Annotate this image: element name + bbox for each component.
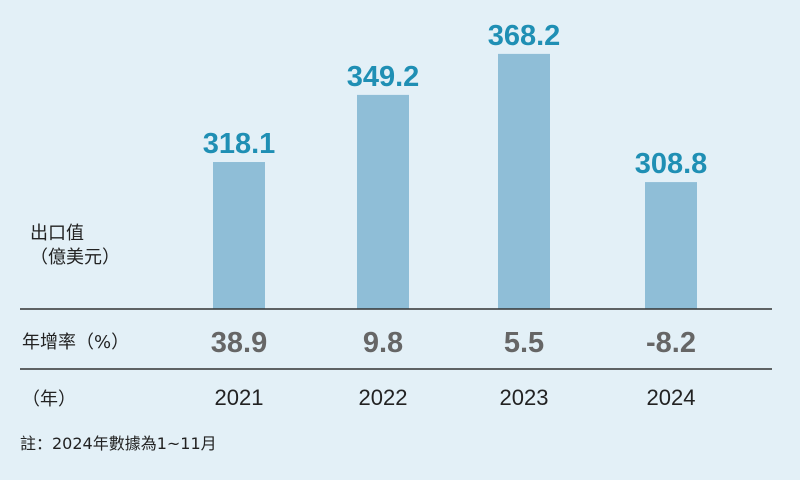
growth-values-group: 38.9 9.8 5.5 -8.2 [211, 327, 696, 359]
growth-rate-2022: 9.8 [363, 327, 403, 359]
y-axis-label-line1: 出口值 [30, 223, 84, 244]
value-labels-group: 318.1 349.2 368.2 308.8 [203, 20, 708, 180]
growth-rate-2024: -8.2 [646, 327, 696, 359]
growth-rate-row-label: 年增率（%） [22, 332, 130, 353]
year-labels-group: 2021 2022 2023 2024 [215, 385, 696, 410]
year-label-2021: 2021 [215, 385, 264, 410]
bar-2021 [213, 162, 265, 309]
value-label-2024: 308.8 [635, 148, 708, 180]
growth-rate-2021: 38.9 [211, 327, 267, 359]
value-label-2021: 318.1 [203, 128, 276, 160]
year-label-2022: 2022 [359, 385, 408, 410]
year-label-2024: 2024 [647, 385, 696, 410]
value-label-2022: 349.2 [347, 61, 420, 93]
bar-2022 [357, 94, 409, 309]
y-axis-label: 出口值 （億美元） [30, 222, 120, 270]
year-label-2023: 2023 [500, 385, 549, 410]
bar-2023 [498, 53, 550, 310]
year-row-label: （年） [22, 389, 76, 410]
growth-rate-2023: 5.5 [504, 327, 544, 359]
bar-2024 [645, 182, 697, 309]
value-label-2023: 368.2 [488, 20, 561, 52]
y-axis-label-line2: （億美元） [30, 247, 120, 268]
footnote: 註：2024年數據為1~11月 [20, 434, 217, 453]
bars-group [213, 53, 697, 310]
